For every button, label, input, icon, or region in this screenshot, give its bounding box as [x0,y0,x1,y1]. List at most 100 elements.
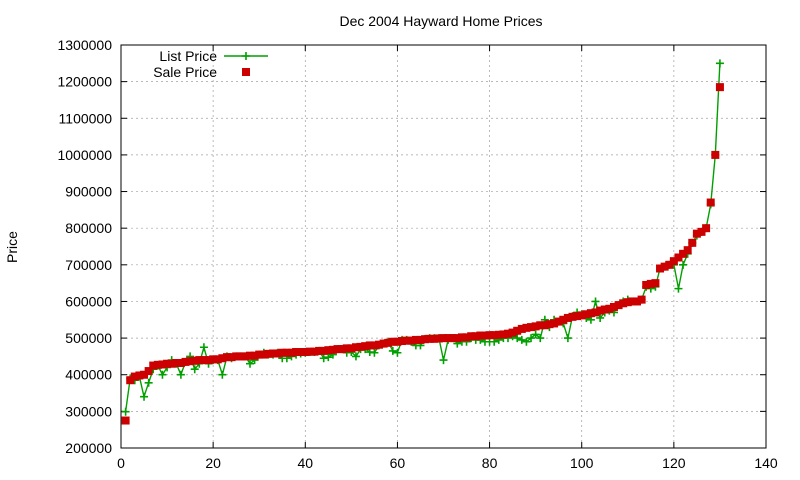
sale-price-point [416,335,425,344]
sale-price-point [480,331,489,340]
sale-price-point [508,328,517,337]
sale-price-point [504,329,512,338]
x-tick-label: 80 [482,455,498,471]
sale-price-point [651,279,660,288]
sale-price-point [596,306,605,315]
sale-price-point [490,331,499,340]
sale-price-point [370,341,379,350]
list-price-point [144,378,153,387]
sale-price-point [591,308,600,317]
sale-price-point [476,331,485,340]
sale-price-point [669,257,678,266]
x-tick-label: 20 [205,455,221,471]
sale-price-point [434,334,443,343]
x-tick-label: 140 [754,455,778,471]
sale-price-point [315,346,324,355]
sale-price-point [619,299,628,308]
sale-price-point [614,301,623,310]
sale-price-point [273,349,282,358]
sale-price-point [305,347,314,356]
sale-price-point [563,313,572,322]
sale-price-point [527,323,536,332]
y-tick-label: 1000000 [57,147,112,163]
sale-price-point [375,340,383,349]
sale-price-point [642,280,651,289]
sale-price-point [365,341,374,350]
sale-price-point [296,348,305,357]
sale-price-point [715,83,724,92]
sale-price-point [190,356,199,365]
list-price-point [715,59,724,68]
legend: List Price Sale Price [153,48,268,80]
sale-price-point [439,334,448,343]
sale-price-point [430,334,439,343]
sale-price-point [338,345,347,354]
sale-price-point [282,348,291,357]
sale-price-point [310,347,319,356]
sale-price-point [255,350,264,359]
sale-price-point [402,336,411,345]
x-tick-label: 40 [297,455,313,471]
sale-price-point [269,349,278,358]
sale-price-point [227,353,236,362]
list-price-point [218,370,227,379]
sale-price-point [457,333,466,342]
sale-price-point [356,342,365,351]
sale-price-point [568,312,577,321]
x-tick-label: 0 [117,455,125,471]
sale-price-point [347,344,356,353]
sale-price-point [264,349,273,358]
legend-marker-sale-price [242,68,250,76]
list-price-point [513,334,522,343]
sale-price-point [153,360,162,369]
sale-price-point [186,357,195,366]
sale-price-point [222,353,231,362]
y-tick-label: 700000 [65,257,112,273]
list-price-point [190,365,199,374]
sale-price-point [628,297,637,306]
sale-price-point [361,342,370,351]
legend-swatch-list-price [224,52,268,60]
y-tick-label: 900000 [65,184,112,200]
sale-price-point [213,355,222,364]
sale-price-point [149,361,158,370]
legend-label-list-price: List Price [159,48,217,64]
sale-price-point [688,238,697,247]
sale-price-point [209,355,218,364]
y-tick-label: 500000 [65,330,112,346]
sale-price-point [126,376,135,385]
y-tick-label: 600000 [65,293,112,309]
y-tick-label: 200000 [65,440,112,456]
sale-price-point [623,298,632,307]
sale-price-point [144,367,153,376]
sale-price-point [499,330,508,339]
list-price-point [388,346,397,355]
x-tick-label: 120 [662,455,686,471]
list-price-point [596,313,605,322]
sale-price-point [176,359,185,368]
y-tick-label: 800000 [65,220,112,236]
sale-price-point [135,371,144,380]
y-axis-label: Price [4,231,20,263]
sale-price-point [218,354,227,363]
sale-price-point [540,321,549,330]
sale-price-point [158,360,167,369]
sale-price-point [351,343,360,352]
sale-price-point [706,198,715,207]
sale-price-point [407,336,416,345]
sale-price-point [292,348,301,357]
list-price-point [370,348,379,357]
sale-price-point [384,338,393,347]
list-price-point [679,260,688,269]
list-price-point [176,370,185,379]
sale-price-point [195,356,204,365]
sale-price-point [513,326,522,335]
list-price-point [527,334,536,343]
sale-price-point [577,311,586,320]
y-tick-label: 400000 [65,367,112,383]
sale-price-point [665,260,674,269]
sale-price-point [605,304,614,313]
sale-price-point [550,319,559,328]
sale-price-point [241,352,250,361]
